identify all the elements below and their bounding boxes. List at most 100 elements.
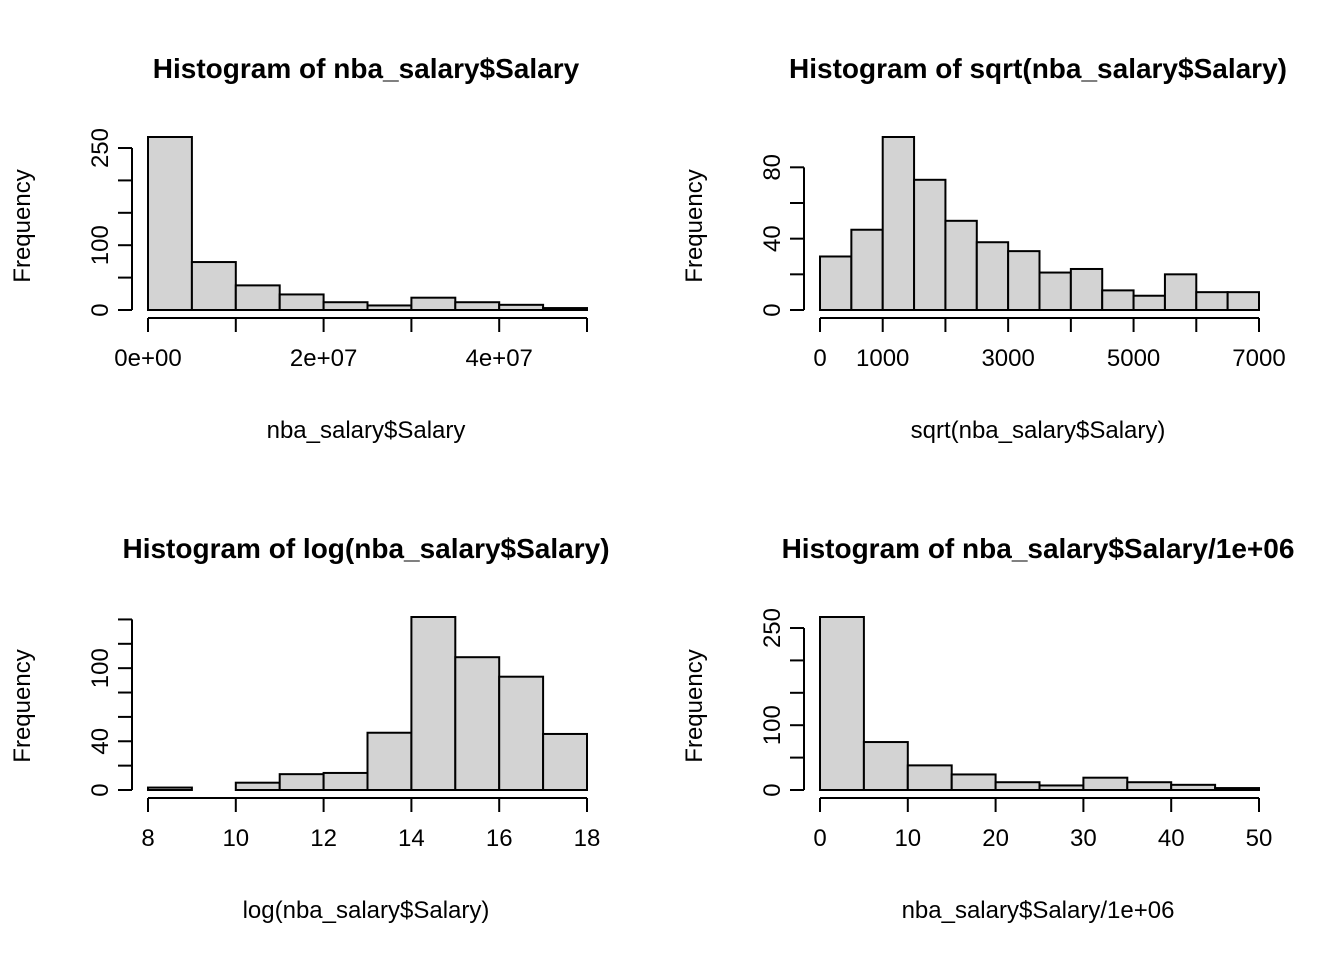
x-tick-label: 20 [982,825,1009,852]
y-tick-label: 40 [87,728,114,755]
histogram-bar [366,731,413,791]
bars [819,616,1260,792]
x-axis-label: log(nba_salary$Salary) [243,897,490,924]
y-tick-label: 0 [759,303,786,316]
y-tick-label: 0 [87,783,114,796]
histogram-bar [975,241,1010,311]
bars [147,616,588,792]
histogram-bar [322,771,369,792]
histogram-bar [147,786,193,791]
x-axis-label: sqrt(nba_salary$Salary) [911,417,1166,444]
histogram-bar [410,616,457,791]
histogram-bar [366,304,413,311]
x-tick-label: 2e+07 [290,345,357,372]
histogram-bar [1082,776,1129,792]
histogram-bar [278,293,325,312]
x-tick-label: 16 [486,825,513,852]
histogram-bar [1038,784,1085,792]
histogram-bar [190,261,237,311]
axes: 0e+00 2e+07 4e+07 0 100 250 [87,128,588,372]
histogram-bar [454,656,501,792]
histogram-bar [234,284,281,312]
x-tick-label: 4e+07 [465,345,532,372]
x-tick-label: 12 [310,825,337,852]
histogram-bar [498,675,545,792]
y-tick-label: 100 [87,648,114,688]
x-tick-label: 8 [141,825,154,852]
y-tick-label: 0 [87,303,114,316]
histogram-bar [1163,273,1198,311]
histogram-bar [906,764,953,792]
y-tick-label: 40 [759,225,786,252]
panel-title: Histogram of nba_salary$Salary [153,53,580,84]
histogram-bar [542,307,588,311]
x-tick-label: 0 [813,345,826,372]
panel-title: Histogram of nba_salary$Salary/1e+06 [782,533,1295,564]
y-axis-label: Frequency [9,169,36,282]
x-axis-label: nba_salary$Salary/1e+06 [902,897,1175,924]
histogram-bar [234,781,281,792]
bars [147,136,588,312]
y-tick-label: 100 [87,225,114,265]
x-tick-label: 0 [813,825,826,852]
y-tick-label: 0 [759,783,786,796]
y-tick-label: 100 [759,705,786,745]
histogram-bar [994,781,1041,791]
x-tick-label: 10 [894,825,921,852]
bars [819,136,1261,312]
x-tick-label: 0e+00 [114,345,181,372]
histogram-bar [1038,271,1072,311]
panel-salary: Histogram of nba_salary$Salary nba_salar… [9,53,588,444]
panel-sqrt-salary: Histogram of sqrt(nba_salary$Salary) sqr… [681,53,1287,444]
y-axis-label: Frequency [681,169,708,282]
histogram-bar [1132,294,1166,312]
histogram-bar [1007,250,1041,311]
panel-title: Histogram of sqrt(nba_salary$Salary) [789,53,1287,84]
histogram-bar [322,301,369,312]
panel-salary-millions: Histogram of nba_salary$Salary/1e+06 nba… [681,533,1294,924]
histogram-bar [147,136,193,311]
axes: 0 10 20 30 40 50 0 100 250 [759,608,1272,852]
histogram-bar [542,732,588,792]
histogram-bar [819,616,865,791]
histogram-bar [881,136,916,311]
x-axis-label: nba_salary$Salary [267,417,466,444]
y-tick-label: 250 [759,608,786,648]
histogram-bar [913,178,947,311]
y-axis-label: Frequency [681,649,708,762]
histogram-bar [862,741,909,791]
histogram-bar [1170,783,1217,792]
panel-title: Histogram of log(nba_salary$Salary) [122,533,609,564]
histogram-bar [410,296,457,312]
histogram-bar [1069,267,1104,312]
x-tick-label: 10 [222,825,249,852]
histogram-bar [1126,781,1173,791]
x-tick-label: 5000 [1107,345,1160,372]
x-tick-label: 50 [1246,825,1273,852]
histogram-bar [1195,291,1229,312]
x-tick-label: 7000 [1232,345,1285,372]
x-tick-label: 40 [1158,825,1185,852]
x-tick-label: 14 [398,825,425,852]
y-tick-label: 80 [759,154,786,181]
x-tick-label: 3000 [981,345,1034,372]
histogram-bar [819,255,853,311]
histogram-bar [1101,289,1135,312]
histogram-bar [278,773,325,791]
y-tick-label: 250 [87,128,114,168]
histogram-bar [850,228,884,312]
histogram-bar [950,773,997,792]
x-tick-label: 1000 [856,345,909,372]
axes: 8 10 12 14 16 18 0 40 100 [87,618,600,852]
histogram-bar [454,301,501,312]
histogram-bar [1214,787,1260,791]
y-axis-label: Frequency [9,649,36,762]
histogram-bar [944,219,978,312]
histogram-bar [1226,291,1261,312]
panel-log-salary: Histogram of log(nba_salary$Salary) log(… [9,533,610,924]
histogram-bar [498,303,545,312]
x-tick-label: 30 [1070,825,1097,852]
axes: 0 1000 3000 5000 7000 0 40 80 [759,154,1286,372]
